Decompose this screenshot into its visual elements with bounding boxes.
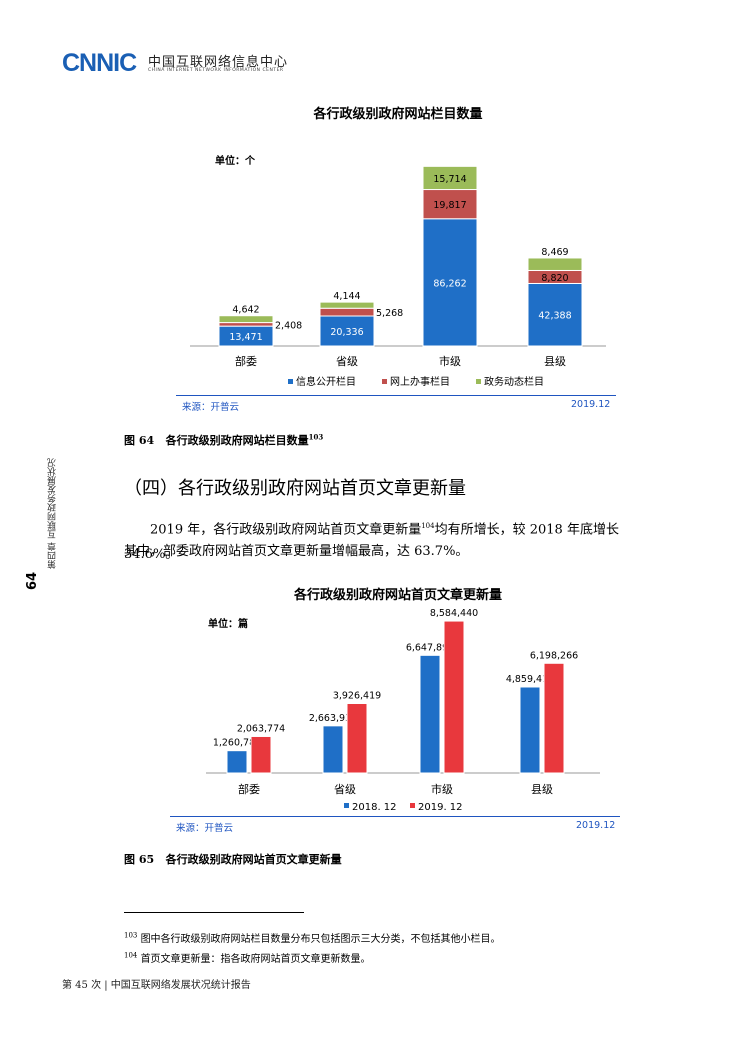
chart1-date: 2019.12: [571, 399, 611, 410]
para-text-a: 2019 年，各行政级别政府网站首页文章更新量: [150, 522, 422, 538]
data-label: 4,642: [232, 305, 259, 316]
category-label: 市级: [439, 354, 461, 368]
footnote-number: 103: [124, 931, 138, 940]
bar-segment-3: [527, 257, 583, 271]
caption-number: 图 64: [124, 434, 155, 447]
bar-segment-3: [218, 315, 274, 324]
data-label: 8,820: [541, 273, 568, 284]
chart2-source-rule: [170, 816, 620, 817]
bar-2019: [346, 703, 368, 774]
chart1-source: 来源：开普云: [182, 402, 240, 413]
bar-segment-1: [527, 282, 583, 347]
category-label: 部委: [238, 782, 260, 796]
bar-segment-3: [319, 301, 375, 309]
caption-number: 图 65: [124, 853, 155, 866]
bar-2019: [443, 620, 465, 774]
figure-65-caption: 图 65 各行政级别政府网站首页文章更新量: [124, 851, 342, 867]
category-label: 省级: [334, 783, 356, 796]
side-chapter-title: 第四章 互联网政务发展状况: [48, 458, 58, 569]
data-label: 42,388: [538, 311, 571, 322]
section-heading: （四）各行政级别政府网站首页文章更新量: [124, 478, 466, 499]
chart1-title: 各行政级别政府网站栏目数量: [313, 107, 483, 122]
footnote-text: 图中各行政级别政府网站栏目数量分布只包括图示三大分类，不包括其他小栏目。: [140, 934, 501, 945]
category-label: 部委: [235, 354, 257, 368]
bar-segment-2: [218, 322, 274, 327]
side-page-number: 64: [25, 571, 40, 590]
chart1-plot: 部委 13,471 2,408 4,642 省级 20,336 5,268 4,144 市级 86…: [190, 165, 606, 388]
bar-2018: [419, 654, 441, 774]
data-label: 19,817: [433, 200, 466, 211]
legend-swatch-1: [344, 803, 349, 808]
legend-label: 政务动态栏目: [484, 375, 544, 388]
category-label: 市级: [431, 782, 453, 796]
caption-text: 各行政级别政府网站首页文章更新量: [165, 853, 342, 866]
side-marker: 64 第四章 互联网政务发展状况: [22, 458, 58, 608]
data-label: 15,714: [433, 174, 466, 185]
footnote-ref-104: 104: [421, 522, 435, 530]
section-paragraph: 2019 年，各行政级别政府网站首页文章更新量104均有所增长，较 2018 年…: [124, 514, 664, 567]
legend-swatch-3: [476, 379, 481, 384]
data-label: 3,926,419: [333, 691, 381, 702]
legend-swatch-1: [288, 379, 293, 384]
data-label: 20,336: [330, 327, 363, 338]
footnote-text: 首页文章更新量：指各政府网站首页文章更新数量。: [140, 954, 371, 965]
category-label: 省级: [336, 355, 358, 368]
footnote-ref-103: 103: [308, 432, 324, 442]
data-label: 8,469: [541, 247, 568, 258]
cnnic-logo: CNNIC: [62, 49, 137, 77]
legend-label: 2019. 12: [418, 802, 463, 813]
page-footer: 第 45 次 | 中国互联网络发展状况统计报告: [62, 980, 251, 991]
data-label: 5,268: [376, 308, 403, 319]
bar-2018: [226, 750, 248, 774]
legend-label: 网上办事栏目: [390, 375, 450, 388]
data-label: 4,859,414: [506, 674, 554, 685]
bar-segment-2: [422, 189, 478, 220]
footnote-103: 103 图中各行政级别政府网站栏目数量分布只包括图示三大分类，不包括其他小栏目。: [124, 930, 501, 945]
data-label: 4,144: [333, 291, 360, 302]
data-label: 6,198,266: [530, 650, 578, 661]
legend-swatch-2: [410, 803, 415, 808]
footnote-number: 104: [124, 951, 138, 960]
category-label: 县级: [544, 355, 566, 368]
figure-64-caption: 图 64 各行政级别政府网站栏目数量103: [124, 432, 323, 448]
para-text-b: 均有所增长，较 2018 年底增长 34.6%。: [124, 522, 619, 563]
data-label: 2,063,774: [237, 723, 285, 734]
bar-segment-3: [422, 165, 478, 191]
bar-segment-1: [319, 315, 375, 347]
chart2-title: 各行政级别政府网站首页文章更新量: [293, 588, 502, 603]
legend-label: 信息公开栏目: [296, 375, 356, 388]
data-label: 1,260,786: [213, 738, 261, 749]
data-label: 2,663,939: [309, 713, 357, 724]
bar-2019: [250, 735, 272, 774]
bar-segment-1: [422, 218, 478, 347]
chart2-plot: 1,260,786 2,063,774 部委 2,663,939 3,926,419 省级…: [206, 608, 600, 813]
data-label: 13,471: [229, 332, 262, 343]
chart2-date: 2019.12: [576, 820, 616, 831]
org-name-en: CHINA INTERNET NETWORK INFORMATION CENTE…: [148, 68, 284, 73]
chart2-unit: 单位：篇: [208, 619, 248, 630]
footnote-104: 104 首页文章更新量：指各政府网站首页文章更新数量。: [124, 950, 371, 965]
data-label: 8,584,440: [430, 608, 478, 619]
section-paragraph-line2: 其中，部委政府网站首页文章更新量增幅最高，达 63.7%。: [124, 544, 469, 559]
caption-text: 各行政级别政府网站栏目数量: [165, 434, 309, 447]
data-label: 6,647,899: [406, 642, 454, 653]
bar-2019: [543, 662, 565, 774]
legend-label: 2018. 12: [352, 802, 397, 813]
category-label: 县级: [531, 783, 553, 796]
data-label: 2,408: [275, 320, 302, 331]
chart2-source: 来源：开普云: [176, 823, 234, 834]
footnote-rule: [124, 912, 304, 913]
bar-2018: [519, 686, 541, 774]
data-label: 86,262: [433, 278, 466, 289]
bar-segment-2: [319, 307, 375, 317]
bar-2018: [322, 725, 344, 774]
chart1-source-rule: [176, 395, 616, 396]
org-name-cn: 中国互联网络信息中心: [148, 55, 289, 70]
chart1-unit: 单位：个: [215, 156, 255, 167]
legend-swatch-2: [382, 379, 387, 384]
